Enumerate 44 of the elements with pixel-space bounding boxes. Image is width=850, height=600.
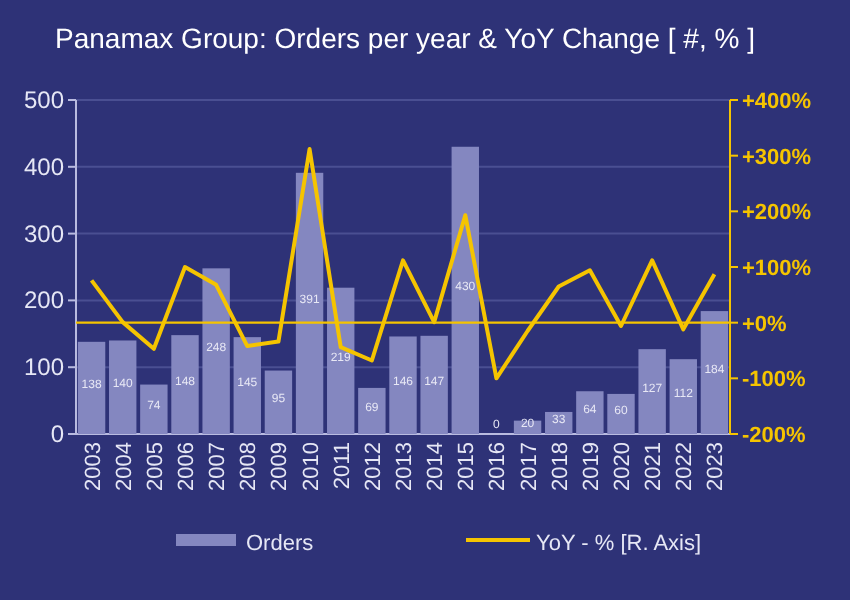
y2-tick-label: +400% xyxy=(742,90,812,114)
bar xyxy=(233,337,261,434)
bar xyxy=(700,311,729,434)
x-tick-label: 2022 xyxy=(673,442,698,491)
y2-tick-label: -100% xyxy=(742,368,807,393)
bar xyxy=(669,359,697,434)
bar xyxy=(77,341,106,434)
chart-title: Panamax Group: Orders per year & YoY Change [ #, % ] xyxy=(55,22,755,54)
x-tick-label: 2011 xyxy=(330,442,355,490)
x-tick-label: 2006 xyxy=(175,442,199,491)
x-tick-label: 2003 xyxy=(81,442,106,491)
y2-tick-label: -200% xyxy=(742,424,807,448)
x-tick-label: 2015 xyxy=(455,442,480,491)
x-tick-label: 2005 xyxy=(143,442,168,491)
y2-tick-label: +300% xyxy=(742,145,812,170)
y-tick-label: 100 xyxy=(23,353,65,382)
bar xyxy=(109,340,137,434)
x-tick-label: 2019 xyxy=(579,442,604,491)
x-tick-label: 2008 xyxy=(237,442,262,491)
x-tick-label: 2020 xyxy=(611,442,635,491)
y-tick-label: 300 xyxy=(23,219,65,248)
x-tick-label: 2021 xyxy=(642,442,667,491)
bar xyxy=(451,146,479,434)
x-tick-label: 2012 xyxy=(361,442,386,491)
x-tick-label: 2016 xyxy=(486,442,511,491)
y2-tick-label: +100% xyxy=(742,257,812,281)
x-tick-label: 2004 xyxy=(112,442,137,491)
x-tick-label: 2009 xyxy=(268,442,293,491)
x-tick-label: 2007 xyxy=(206,442,231,491)
x-tick-label: 2010 xyxy=(299,442,324,491)
y2-tick-label: +200% xyxy=(742,201,812,226)
bar xyxy=(264,370,293,434)
legend-label: YoY - % [R. Axis] xyxy=(536,532,702,556)
x-tick-label: 2023 xyxy=(704,442,729,491)
y-tick-label: 0 xyxy=(50,420,65,448)
y-tick-label: 200 xyxy=(23,286,65,315)
legend-label: Orders xyxy=(246,532,315,556)
x-tick-label: 2018 xyxy=(548,442,573,491)
x-tick-label: 2017 xyxy=(517,442,542,491)
y-tick-label: 400 xyxy=(23,152,65,181)
x-tick-label: 2014 xyxy=(424,442,449,491)
y2-tick-label: +0% xyxy=(742,312,788,337)
x-tick-label: 2013 xyxy=(393,442,417,491)
y-tick-label: 500 xyxy=(23,86,65,114)
